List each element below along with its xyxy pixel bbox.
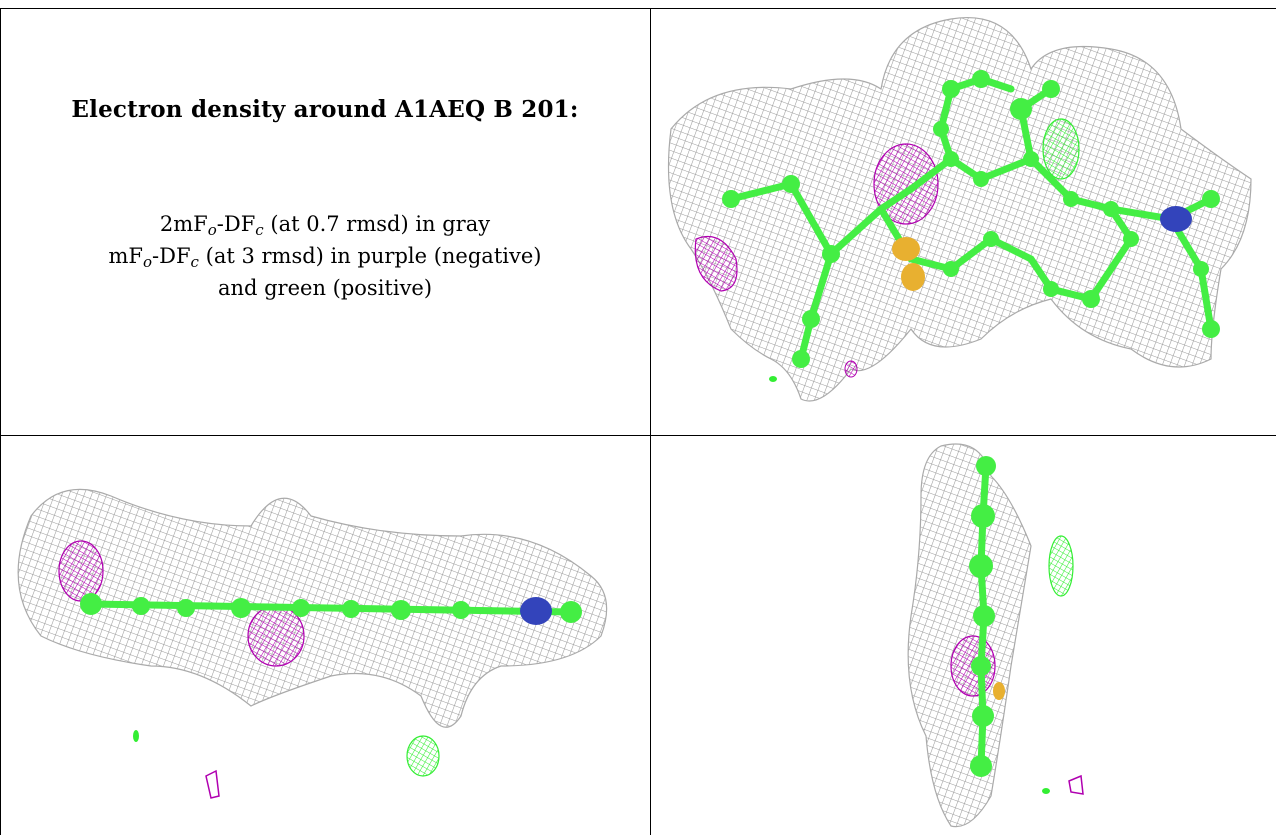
border-middle <box>650 8 651 835</box>
ligand-model <box>87 600 575 616</box>
caption-line-positive: and green (positive) <box>217 276 433 300</box>
density-negative-purple-3 <box>205 769 220 799</box>
density-positive-green-2 <box>1042 788 1050 794</box>
density-positive-green-2 <box>133 730 139 742</box>
border-row <box>0 435 1276 436</box>
caption-line-fofc: mFo-DFc (at 3 rmsd) in purple (negative) <box>108 244 542 271</box>
atoms-carbon <box>969 456 996 777</box>
density-positive-green <box>406 735 440 777</box>
density-negative-purple-2 <box>694 235 738 292</box>
density-negative-purple <box>58 540 104 602</box>
atoms-sulfur <box>892 237 925 291</box>
atoms-carbon <box>80 593 582 623</box>
atom-sulfur <box>993 682 1005 700</box>
density-negative-purple-2 <box>1068 774 1084 795</box>
mesh-2fofc-gray <box>907 443 1032 828</box>
border-top <box>0 8 1276 9</box>
atom-nitrogen <box>1160 206 1192 232</box>
density-image-top-right <box>651 9 1276 435</box>
density-positive-green <box>1048 535 1074 597</box>
atom-nitrogen <box>520 597 552 625</box>
atoms-carbon <box>722 70 1220 368</box>
caption-description: 2mFo-DFc (at 0.7 rmsd) in gray mFo-DFc (… <box>0 208 650 304</box>
density-positive-green <box>1042 118 1080 180</box>
density-positive-green-2 <box>769 376 777 382</box>
density-negative-purple-3 <box>844 360 858 378</box>
mesh-2fofc-gray <box>667 17 1252 402</box>
border-left <box>0 8 1 835</box>
caption-cell: Electron density around A1AEQ B 201: 2mF… <box>0 8 650 435</box>
caption-line-2fofc: 2mFo-DFc (at 0.7 rmsd) in gray <box>159 212 491 239</box>
caption-title: Electron density around A1AEQ B 201: <box>71 96 579 123</box>
density-image-bottom-right <box>651 436 1276 835</box>
density-image-bottom-left <box>1 436 650 835</box>
